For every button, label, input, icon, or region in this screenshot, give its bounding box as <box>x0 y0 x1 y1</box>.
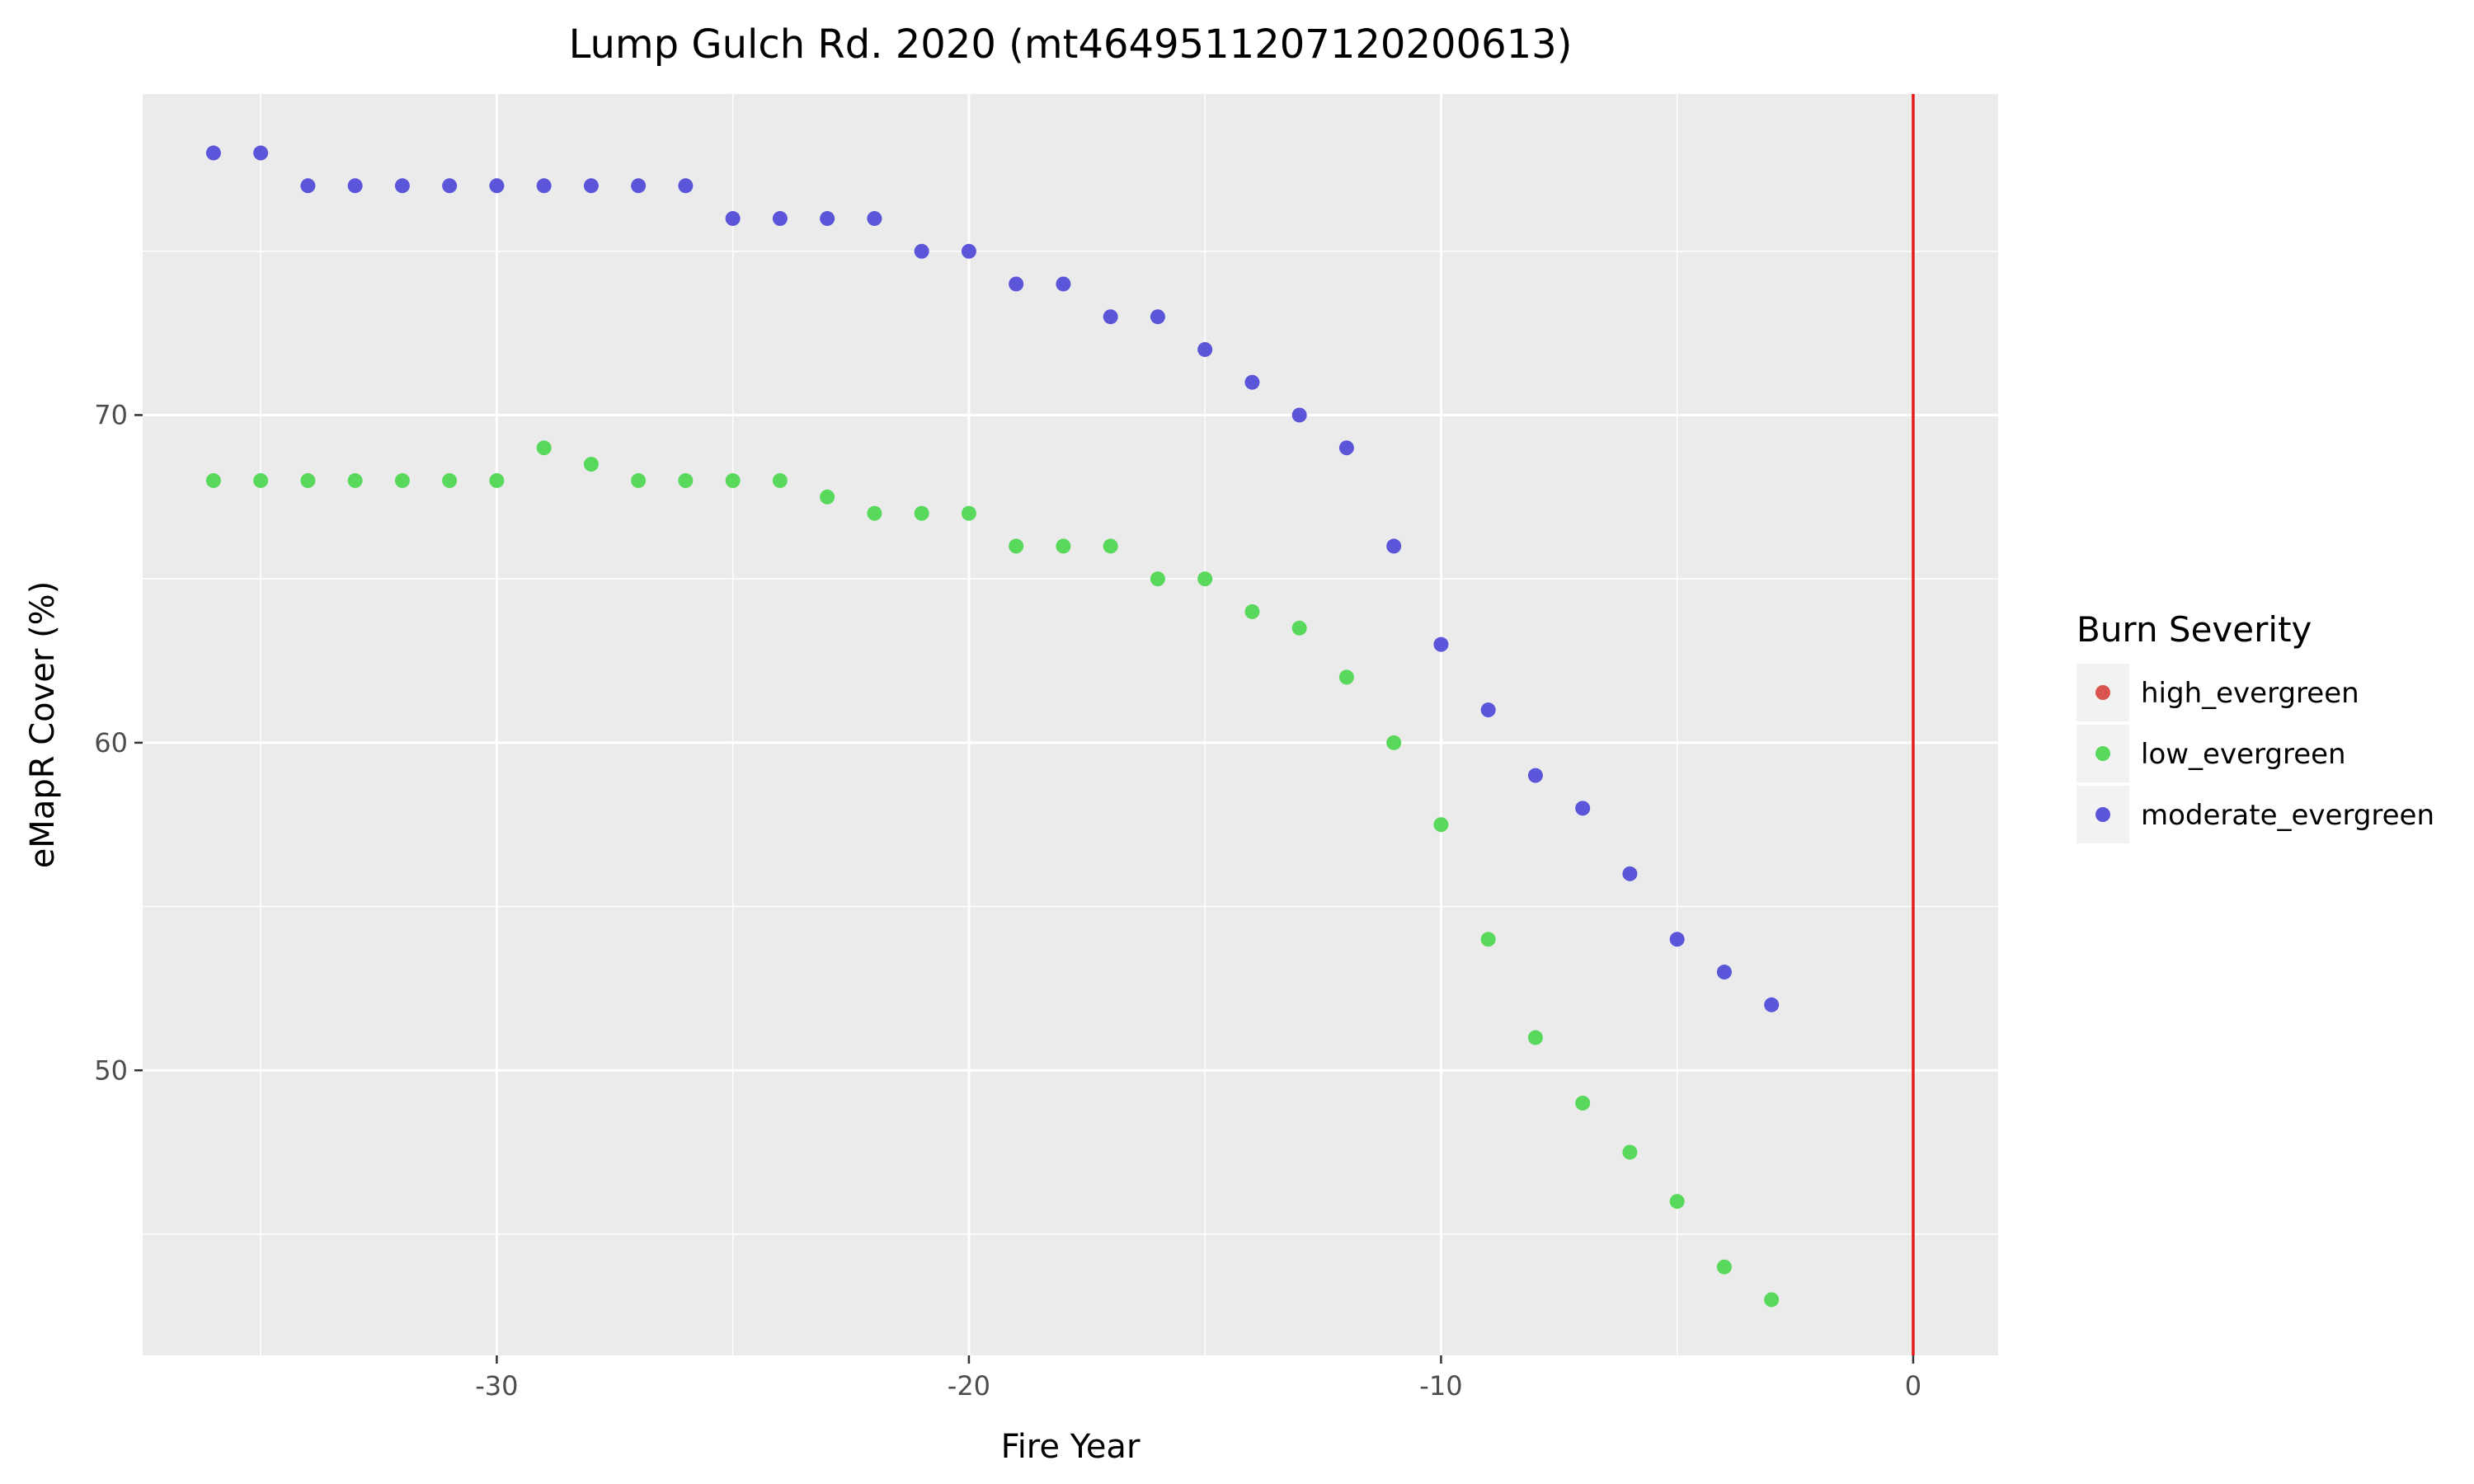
data-point-low_evergreen <box>205 472 221 488</box>
data-point-low_evergreen <box>1197 571 1213 587</box>
data-point-low_evergreen <box>489 472 505 488</box>
data-point-moderate_evergreen <box>442 178 458 194</box>
y-tick-label: 60 <box>94 727 128 758</box>
legend-label-high_evergreen: high_evergreen <box>2141 677 2359 710</box>
data-point-moderate_evergreen <box>583 178 599 194</box>
data-point-moderate_evergreen <box>205 145 221 161</box>
data-point-moderate_evergreen <box>1764 997 1780 1012</box>
data-point-moderate_evergreen <box>1622 866 1638 881</box>
data-point-moderate_evergreen <box>1150 309 1165 325</box>
data-point-low_evergreen <box>867 505 882 521</box>
data-point-low_evergreen <box>1669 1194 1685 1209</box>
data-point-moderate_evergreen <box>394 178 410 194</box>
data-points <box>205 145 1780 1308</box>
data-point-moderate_evergreen <box>253 145 269 161</box>
major-gridlines <box>143 94 1998 1355</box>
legend-marker-low_evergreen <box>2095 746 2110 761</box>
plot-panel <box>143 94 1998 1355</box>
data-point-low_evergreen <box>347 472 363 488</box>
x-tick-label: 0 <box>1905 1370 1921 1402</box>
data-point-moderate_evergreen <box>1433 636 1449 652</box>
data-point-moderate_evergreen <box>1056 276 1071 292</box>
data-point-moderate_evergreen <box>1291 407 1307 423</box>
legend-title: Burn Severity <box>2077 609 2312 650</box>
data-point-low_evergreen <box>583 457 599 472</box>
data-point-low_evergreen <box>1622 1144 1638 1160</box>
x-tick-label: -10 <box>1419 1370 1462 1402</box>
data-point-low_evergreen <box>914 505 929 521</box>
data-point-moderate_evergreen <box>678 178 694 194</box>
legend-label-moderate_evergreen: moderate_evergreen <box>2141 799 2434 832</box>
x-axis-title: Fire Year <box>1001 1428 1141 1466</box>
data-point-low_evergreen <box>820 489 835 505</box>
data-point-moderate_evergreen <box>300 178 316 194</box>
data-point-moderate_evergreen <box>1197 341 1213 357</box>
data-point-low_evergreen <box>1056 538 1071 554</box>
data-point-low_evergreen <box>1103 538 1118 554</box>
data-point-moderate_evergreen <box>1386 538 1402 554</box>
data-point-moderate_evergreen <box>631 178 647 194</box>
legend-marker-moderate_evergreen <box>2095 807 2110 822</box>
legend: Burn Severity high_evergreen low_evergree… <box>2077 609 2434 843</box>
x-tick-label: -30 <box>475 1370 518 1402</box>
chart-title: Lump Gulch Rd. 2020 (mt46495112071202006… <box>569 21 1573 68</box>
data-point-moderate_evergreen <box>820 211 835 227</box>
data-point-low_evergreen <box>772 472 788 488</box>
data-point-moderate_evergreen <box>536 178 552 194</box>
data-point-moderate_evergreen <box>1716 965 1732 980</box>
data-point-moderate_evergreen <box>1575 801 1591 816</box>
y-axis-title: eMapR Cover (%) <box>24 581 62 869</box>
data-point-moderate_evergreen <box>1244 374 1260 390</box>
data-point-low_evergreen <box>1433 817 1449 833</box>
data-point-low_evergreen <box>1480 932 1496 947</box>
data-point-low_evergreen <box>725 472 741 488</box>
data-point-low_evergreen <box>1338 669 1354 685</box>
data-point-moderate_evergreen <box>914 243 929 259</box>
data-point-low_evergreen <box>961 505 976 521</box>
data-point-low_evergreen <box>1009 538 1024 554</box>
data-point-low_evergreen <box>536 440 552 456</box>
data-point-low_evergreen <box>631 472 647 488</box>
data-point-low_evergreen <box>678 472 694 488</box>
data-point-low_evergreen <box>1150 571 1165 587</box>
data-point-moderate_evergreen <box>772 211 788 227</box>
data-point-moderate_evergreen <box>1527 768 1543 783</box>
data-point-moderate_evergreen <box>1338 440 1354 456</box>
y-tick-label: 70 <box>94 399 128 430</box>
data-point-low_evergreen <box>394 472 410 488</box>
data-point-moderate_evergreen <box>489 178 505 194</box>
data-point-low_evergreen <box>1386 735 1402 750</box>
data-point-moderate_evergreen <box>961 243 976 259</box>
data-point-low_evergreen <box>253 472 269 488</box>
data-point-moderate_evergreen <box>725 211 741 227</box>
data-point-moderate_evergreen <box>1009 276 1024 292</box>
x-tick-label: -20 <box>948 1370 990 1402</box>
data-point-moderate_evergreen <box>347 178 363 194</box>
data-point-moderate_evergreen <box>1669 932 1685 947</box>
data-point-moderate_evergreen <box>1480 702 1496 718</box>
x-axis-ticks: -30 -20 -10 0 <box>475 1355 1921 1402</box>
data-point-low_evergreen <box>1244 603 1260 619</box>
data-point-low_evergreen <box>300 472 316 488</box>
data-point-low_evergreen <box>1291 620 1307 636</box>
y-axis-ticks: 50 60 70 <box>94 399 143 1086</box>
legend-marker-high_evergreen <box>2095 685 2110 700</box>
y-tick-label: 50 <box>94 1054 128 1086</box>
data-point-low_evergreen <box>1575 1096 1591 1111</box>
legend-label-low_evergreen: low_evergreen <box>2141 738 2346 771</box>
data-point-moderate_evergreen <box>867 211 882 227</box>
data-point-moderate_evergreen <box>1103 309 1118 325</box>
data-point-low_evergreen <box>1716 1259 1732 1275</box>
minor-gridlines <box>143 94 1998 1355</box>
data-point-low_evergreen <box>1764 1292 1780 1308</box>
data-point-low_evergreen <box>1527 1030 1543 1045</box>
legend-items: high_evergreen low_evergreen moderate_ever… <box>2077 664 2434 843</box>
data-point-low_evergreen <box>442 472 458 488</box>
